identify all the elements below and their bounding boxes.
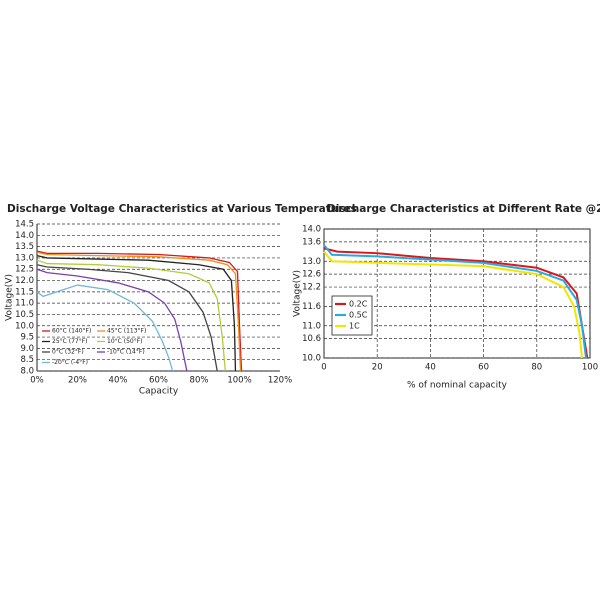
y-tick-label: 8.5 [20,355,34,365]
y-tick-label: 14.0 [302,225,321,235]
x-axis-label: Capacity [139,387,179,397]
y-tick-label: 8.0 [20,367,34,377]
y-tick-label: 11.0 [15,299,34,309]
x-tick-label: 0% [30,376,44,386]
legend-label: -10°C (14°F) [107,349,145,356]
y-axis-label: Voltage(V) [293,270,303,317]
y-tick-label: 14.0 [15,231,34,241]
x-axis-label: % of nominal capacity [407,381,508,391]
chart-title: Discharge Characteristics at Different R… [327,203,600,215]
series-line [36,284,174,372]
series-line [36,255,237,372]
legend-label: 45°C (113°F) [107,328,146,335]
legend-frame [331,295,373,336]
y-tick-label: 9.5 [20,333,34,343]
y-tick-label: 14.5 [15,220,34,230]
x-tick-label: 100 [582,363,598,373]
y-tick-label: 11.6 [302,302,321,312]
legend-label: 1C [349,322,360,331]
y-tick-label: 13.6 [302,237,321,247]
legend-label: 0.2C [349,300,368,309]
y-tick-label: 11.0 [302,321,321,331]
series-line [36,264,218,372]
y-tick-label: 12.2 [302,283,321,293]
x-tick-label: 0 [321,363,326,373]
legend-label: 0.5C [349,311,368,320]
series-line [323,244,588,359]
series-line [36,259,226,372]
y-tick-label: 10.5 [15,310,34,320]
y-tick-label: 11.5 [15,287,34,297]
y-tick-label: 10.0 [302,354,321,364]
legend-label: 60°C (140°F) [52,328,91,335]
y-tick-label: 12.0 [15,276,34,286]
legend-label: 0°C (32°F) [52,349,84,356]
x-tick-label: 20% [68,376,87,386]
series-line [36,268,188,372]
y-tick-label: 10.0 [15,321,34,331]
x-tick-label: 80% [190,376,209,386]
legend-label: 25°C (77°F) [52,338,88,345]
series-line [323,250,584,359]
x-tick-label: 40 [425,363,436,373]
x-tick-label: 60 [478,363,489,373]
y-tick-label: 13.0 [302,257,321,267]
y-tick-label: 13.0 [15,253,34,263]
y-tick-label: 9.0 [20,344,34,354]
series-line [36,251,242,372]
y-tick-label: 12.5 [15,265,34,275]
series-line [36,250,243,372]
chart-title: Discharge Voltage Characteristics at Var… [7,203,357,215]
legend-label: 10°C (50°F) [107,338,143,345]
y-tick-label: 12.6 [302,270,321,280]
x-tick-label: 40% [109,376,128,386]
x-tick-label: 120% [268,376,292,386]
legend-label: -20°C (-4°F) [52,359,88,366]
y-axis-label: Voltage(V) [5,274,15,321]
y-tick-label: 13.5 [15,242,34,252]
x-tick-label: 20 [372,363,383,373]
x-tick-label: 60% [149,376,168,386]
x-tick-label: 100% [227,376,251,386]
x-tick-label: 80 [531,363,542,373]
y-tick-label: 10.6 [302,334,321,344]
